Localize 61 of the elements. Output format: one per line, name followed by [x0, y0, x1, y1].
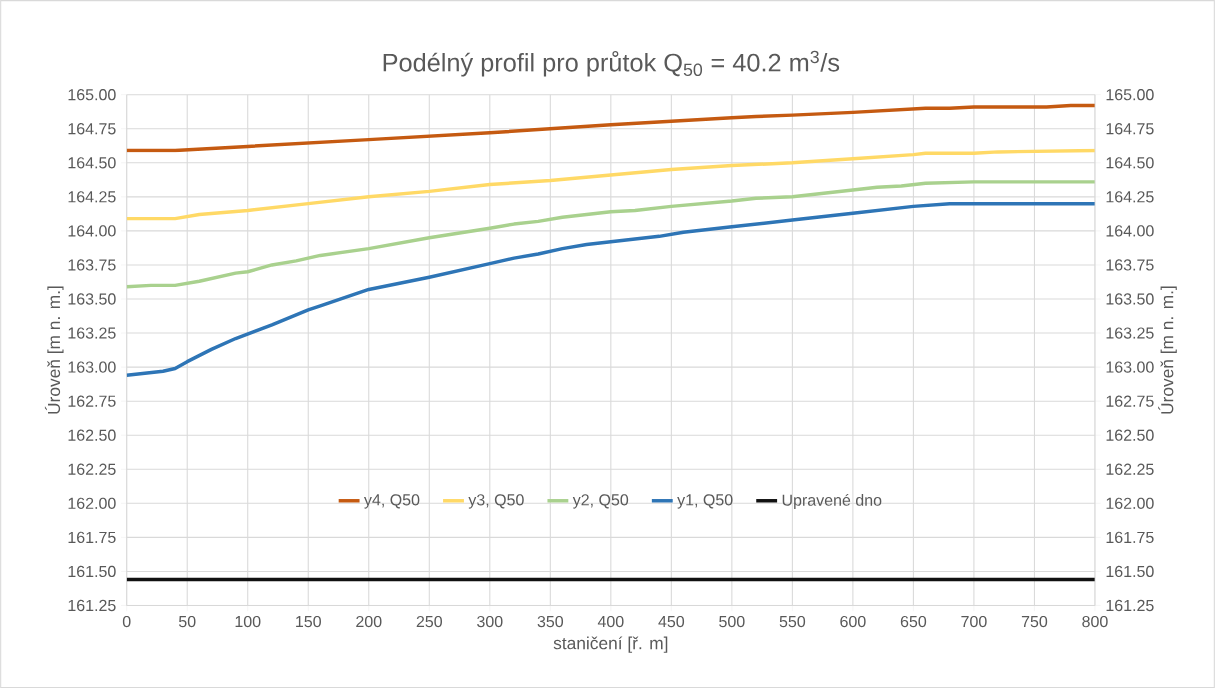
y2-tick-label: 164.00	[1106, 225, 1154, 237]
y-tick-label: 163.25	[68, 327, 116, 339]
y-tick-label: 162.75	[68, 395, 116, 407]
x-tick-label: 750	[1021, 615, 1048, 628]
x-tick-label: 0	[122, 615, 131, 628]
y2-tick-label: 162.50	[1106, 429, 1154, 441]
line-series	[126, 180, 1095, 289]
y2-tick-label: 161.25	[1106, 599, 1154, 612]
y-tick-label: 164.25	[68, 191, 116, 203]
x-tick-label: 300	[477, 615, 503, 628]
x-tick-label: 400	[597, 615, 624, 628]
y-tick-label: 163.00	[68, 361, 116, 373]
y-tick-label: 165.00	[68, 88, 116, 101]
chart-title: Podélný profil pro průtok Q$_{50}$ = 40.2 m$^{3}$/s	[383, 50, 840, 77]
y-tick-label: 162.50	[68, 429, 116, 441]
legend-label: y4, Q50	[363, 494, 420, 509]
y2-tick-label: 163.00	[1106, 361, 1154, 373]
y2-tick-label: 165.00	[1106, 88, 1154, 101]
y-tick-label: 161.75	[68, 531, 116, 543]
legend-label: y3, Q50	[468, 494, 524, 509]
y2-tick-label: 163.75	[1106, 259, 1154, 271]
x-tick-label: 800	[1082, 615, 1108, 628]
x-tick-label: 450	[658, 615, 685, 628]
y-tick-label: 164.75	[68, 123, 116, 135]
y2-tick-label: 163.25	[1106, 327, 1154, 339]
y-tick-label: 164.50	[68, 157, 116, 169]
x-tick-label: 700	[961, 615, 987, 628]
y2-tick-label: 162.00	[1106, 497, 1154, 509]
x-tick-label: 250	[416, 615, 443, 628]
x-tick-label: 600	[840, 615, 866, 628]
y2-tick-label: 164.25	[1106, 191, 1154, 203]
x-tick-label: 550	[779, 615, 806, 628]
y2-axis-title: Úroveň [m n. m.]	[1158, 286, 1177, 414]
legend-label: y2, Q50	[572, 494, 629, 509]
legend-label: Upravené dno	[782, 493, 882, 509]
x-tick-label: 100	[235, 615, 261, 628]
x-tick-label: 650	[900, 615, 927, 628]
x-tick-label: 200	[356, 615, 382, 628]
y-tick-label: 163.50	[68, 293, 116, 305]
y-tick-label: 161.50	[68, 565, 116, 578]
line-series	[126, 103, 1095, 153]
x-tick-label: 150	[296, 615, 321, 628]
line-series	[126, 148, 1095, 221]
y-axis-title: Úroveň [m n. m.]	[44, 286, 64, 414]
legend-label: y1, Q50	[677, 494, 733, 509]
y-tick-label: 164.00	[68, 225, 116, 237]
y2-tick-label: 162.25	[1106, 463, 1154, 475]
x-tick-label: 50	[178, 615, 196, 628]
y2-tick-label: 164.75	[1106, 123, 1154, 135]
x-tick-label: 350	[537, 615, 564, 628]
y-tick-label: 162.25	[68, 463, 116, 475]
x-axis-title: staničení [ř. m]	[553, 636, 668, 653]
y2-tick-label: 163.50	[1106, 293, 1154, 305]
x-tick-label: 500	[719, 615, 745, 628]
y2-tick-label: 161.50	[1106, 565, 1154, 578]
y2-tick-label: 164.50	[1106, 157, 1154, 169]
y-tick-label: 163.75	[68, 259, 116, 271]
y2-tick-label: 162.75	[1106, 395, 1154, 407]
y-tick-label: 162.00	[68, 497, 116, 509]
y2-tick-label: 161.75	[1106, 531, 1154, 543]
y-tick-label: 161.25	[68, 599, 116, 612]
